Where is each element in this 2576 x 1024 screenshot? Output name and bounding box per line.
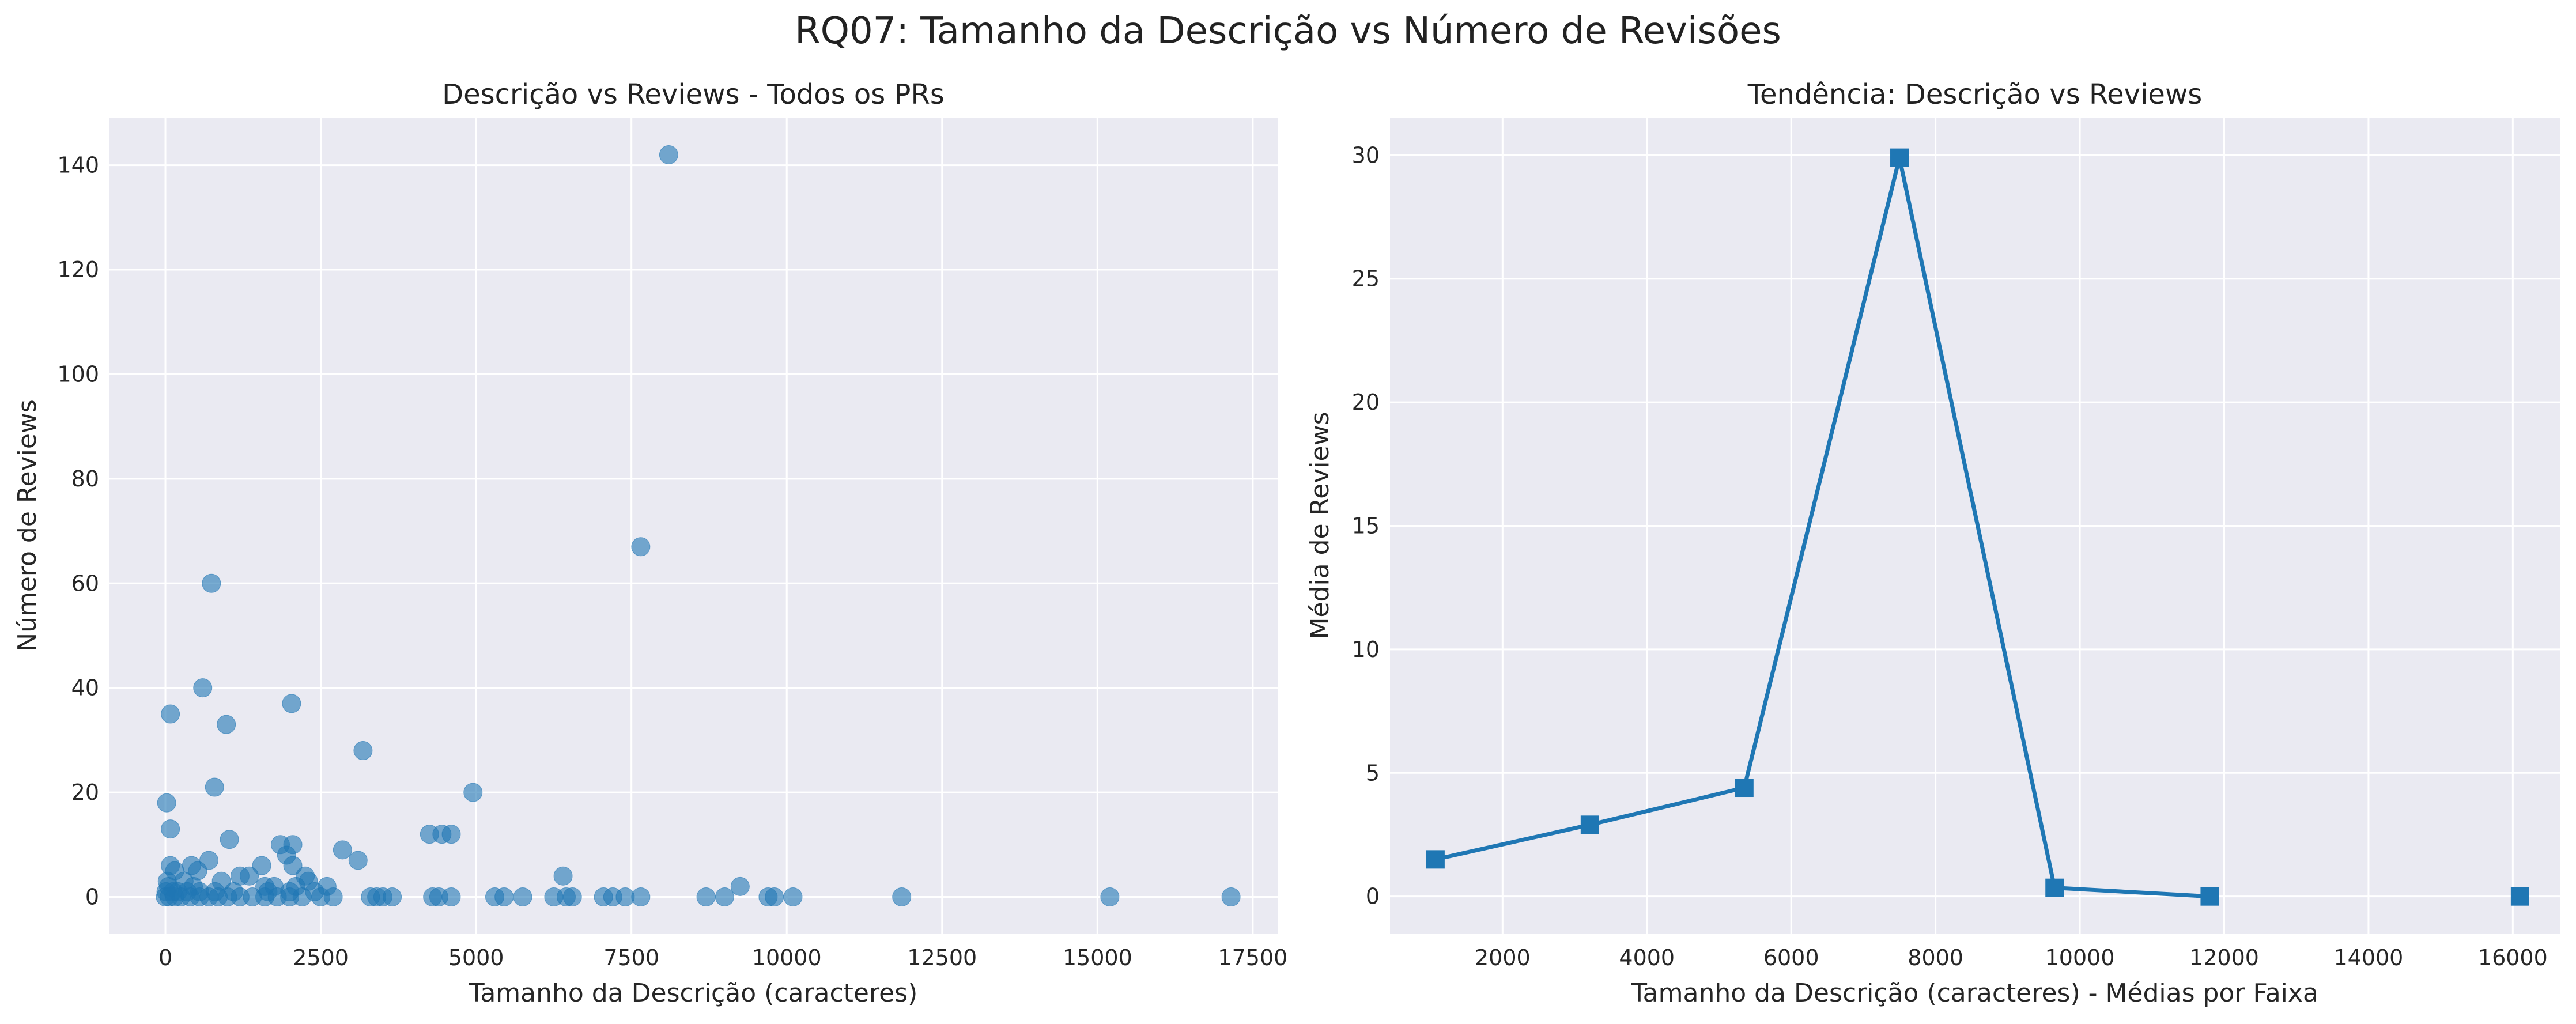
scatter-ylabel: Número de Reviews xyxy=(13,399,42,652)
y-tick-label: 10 xyxy=(1352,637,1380,662)
scatter-point xyxy=(631,887,651,907)
scatter-point xyxy=(220,830,239,849)
y-tick-label: 20 xyxy=(1352,390,1380,415)
y-tick-label: 25 xyxy=(1352,266,1380,292)
trend-plot-area: 2000 4000 6000 8000 10000 12000 14000 16000 0 5 10… xyxy=(1352,118,2560,970)
scatter-point xyxy=(696,887,716,907)
scatter-point xyxy=(161,704,180,724)
scatter-point xyxy=(157,793,176,813)
x-tick-label: 5000 xyxy=(448,945,504,970)
x-tick-label: 10000 xyxy=(752,945,822,970)
scatter-point xyxy=(631,537,651,557)
scatter-point xyxy=(353,741,373,761)
scatter-point xyxy=(282,694,301,713)
scatter-point xyxy=(562,887,582,907)
x-tick-label: 8000 xyxy=(1908,945,1963,970)
scatter-point xyxy=(217,715,236,734)
trend-marker xyxy=(1426,850,1445,869)
y-tick-label: 5 xyxy=(1366,760,1380,785)
scatter-point xyxy=(441,887,461,907)
scatter-axes: 0 2500 5000 7500 10000 12500 15000 17500 0 20 40 60… xyxy=(13,78,1287,1008)
scatter-point xyxy=(1221,887,1241,907)
y-tick-label: 40 xyxy=(71,675,99,701)
x-tick-label: 15000 xyxy=(1063,945,1132,970)
scatter-point xyxy=(730,876,750,896)
x-tick-label: 12500 xyxy=(907,945,977,970)
scatter-point xyxy=(252,856,271,875)
y-tick-label: 100 xyxy=(57,361,99,387)
trend-marker xyxy=(2510,887,2529,906)
scatter-point xyxy=(783,887,803,907)
trend-ylabel: Média de Reviews xyxy=(1305,411,1335,639)
plot-background xyxy=(109,118,1278,934)
scatter-xlabel: Tamanho da Descrição (caracteres) xyxy=(469,978,918,1008)
scatter-point xyxy=(659,145,678,164)
scatter-title: Descrição vs Reviews - Todos os PRs xyxy=(442,78,945,111)
scatter-point xyxy=(1100,887,1120,907)
scatter-point xyxy=(323,887,343,907)
scatter-point xyxy=(892,887,912,907)
scatter-point xyxy=(202,573,221,593)
x-tick-label: 0 xyxy=(158,945,172,970)
trend-title: Tendência: Descrição vs Reviews xyxy=(1747,78,2202,111)
x-tick-label: 6000 xyxy=(1763,945,1819,970)
scatter-point xyxy=(553,866,573,886)
scatter-point xyxy=(765,887,784,907)
x-tick-label: 2000 xyxy=(1475,945,1531,970)
scatter-point xyxy=(383,887,402,907)
scatter-point xyxy=(513,887,532,907)
x-tick-label: 14000 xyxy=(2333,945,2403,970)
x-tick-label: 10000 xyxy=(2045,945,2115,970)
scatter-plot-area: 0 2500 5000 7500 10000 12500 15000 17500 0 20 40 60… xyxy=(57,118,1287,970)
trend-xlabel: Tamanho da Descrição (caracteres) - Médi… xyxy=(1631,978,2318,1008)
trend-marker xyxy=(1580,815,1599,834)
figure-title: RQ07: Tamanho da Descrição vs Número de … xyxy=(795,10,1781,52)
scatter-point xyxy=(333,840,352,860)
y-tick-label: 20 xyxy=(71,780,99,805)
y-tick-label: 60 xyxy=(71,570,99,596)
trend-marker xyxy=(1890,148,1909,167)
scatter-point xyxy=(715,887,734,907)
y-tick-label: 0 xyxy=(85,885,99,910)
trend-marker xyxy=(2200,887,2219,906)
x-tick-label: 4000 xyxy=(1619,945,1675,970)
trend-line xyxy=(1435,156,2210,899)
scatter-point xyxy=(494,887,514,907)
trend-marker xyxy=(2045,878,2064,897)
scatter-point xyxy=(463,783,483,802)
y-tick-label: 15 xyxy=(1352,513,1380,539)
x-tick-label: 2500 xyxy=(293,945,349,970)
x-tick-label: 17500 xyxy=(1218,945,1287,970)
trend-marker xyxy=(1735,779,1754,798)
y-tick-label: 120 xyxy=(57,257,99,282)
x-tick-label: 16000 xyxy=(2478,945,2548,970)
scatter-point xyxy=(292,887,312,907)
y-tick-label: 80 xyxy=(71,466,99,492)
scatter-point xyxy=(193,678,213,698)
trend-axes: 2000 4000 6000 8000 10000 12000 14000 16000 0 5 10… xyxy=(1305,78,2560,1008)
scatter-point xyxy=(240,866,259,886)
x-tick-label: 12000 xyxy=(2189,945,2259,970)
y-tick-label: 0 xyxy=(1366,884,1380,909)
scatter-point xyxy=(441,825,461,844)
x-tick-label: 7500 xyxy=(603,945,659,970)
scatter-point xyxy=(205,777,224,797)
scatter-point xyxy=(161,819,180,839)
y-tick-label: 30 xyxy=(1352,142,1380,168)
scatter-point xyxy=(348,851,368,870)
y-tick-label: 140 xyxy=(57,153,99,178)
scatter-point xyxy=(283,856,303,875)
